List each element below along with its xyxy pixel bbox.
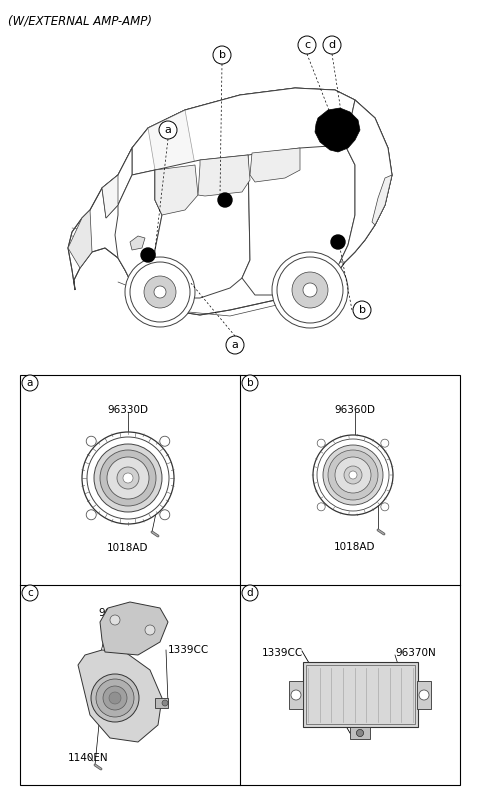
Circle shape	[109, 692, 121, 704]
Circle shape	[103, 686, 127, 710]
Circle shape	[100, 450, 156, 506]
Text: b: b	[359, 305, 365, 315]
Text: a: a	[231, 340, 239, 350]
Circle shape	[160, 436, 170, 447]
Polygon shape	[315, 108, 360, 152]
Polygon shape	[340, 100, 392, 262]
Text: a: a	[165, 125, 171, 135]
Text: c: c	[304, 40, 310, 50]
Circle shape	[86, 436, 96, 447]
Circle shape	[313, 435, 393, 515]
Polygon shape	[250, 148, 300, 182]
Circle shape	[357, 729, 363, 736]
Circle shape	[317, 503, 325, 511]
Circle shape	[419, 690, 429, 700]
Bar	[289, 681, 303, 709]
Circle shape	[381, 439, 389, 447]
Circle shape	[22, 375, 38, 391]
Text: 1018AD: 1018AD	[107, 543, 149, 553]
Polygon shape	[148, 110, 195, 170]
Polygon shape	[78, 650, 162, 742]
Circle shape	[291, 690, 301, 700]
Circle shape	[86, 509, 96, 520]
Circle shape	[213, 46, 231, 64]
Text: 1140EN: 1140EN	[68, 753, 108, 763]
Circle shape	[123, 473, 133, 483]
Text: b: b	[218, 50, 226, 60]
Circle shape	[159, 121, 177, 139]
Polygon shape	[155, 155, 250, 298]
Circle shape	[381, 503, 389, 511]
Circle shape	[317, 439, 325, 447]
Bar	[417, 681, 431, 709]
Circle shape	[292, 272, 328, 308]
Text: (W/EXTERNAL AMP-AMP): (W/EXTERNAL AMP-AMP)	[8, 14, 152, 27]
Polygon shape	[102, 175, 118, 218]
Circle shape	[160, 509, 170, 520]
Polygon shape	[198, 155, 250, 196]
Circle shape	[145, 625, 155, 635]
Circle shape	[303, 283, 317, 297]
Text: 96330D: 96330D	[108, 405, 148, 415]
Polygon shape	[68, 210, 92, 268]
Circle shape	[272, 252, 348, 328]
Circle shape	[96, 679, 134, 717]
Circle shape	[154, 286, 166, 298]
Text: 96371: 96371	[98, 608, 131, 618]
Polygon shape	[372, 175, 392, 225]
Text: c: c	[27, 588, 33, 598]
Circle shape	[331, 235, 345, 249]
Polygon shape	[102, 148, 132, 218]
Circle shape	[82, 432, 174, 524]
Bar	[306, 665, 415, 724]
Circle shape	[328, 450, 378, 500]
Text: d: d	[247, 588, 253, 598]
Bar	[303, 662, 418, 727]
Circle shape	[110, 615, 120, 625]
Text: b: b	[247, 378, 253, 388]
Circle shape	[125, 257, 195, 327]
Circle shape	[323, 36, 341, 54]
Circle shape	[117, 467, 139, 489]
Circle shape	[349, 471, 357, 479]
Text: 96360D: 96360D	[335, 405, 375, 415]
Circle shape	[94, 444, 162, 512]
Polygon shape	[130, 236, 145, 250]
Circle shape	[353, 301, 371, 319]
Circle shape	[22, 585, 38, 601]
Circle shape	[242, 375, 258, 391]
Text: 96370N: 96370N	[395, 648, 436, 658]
Circle shape	[91, 674, 139, 722]
Circle shape	[141, 248, 155, 262]
Circle shape	[226, 336, 244, 354]
Circle shape	[218, 193, 232, 207]
Circle shape	[242, 585, 258, 601]
Text: a: a	[27, 378, 33, 388]
Circle shape	[107, 457, 149, 499]
Text: 1339CC: 1339CC	[262, 648, 303, 658]
Bar	[350, 727, 370, 739]
Polygon shape	[155, 698, 168, 708]
Circle shape	[357, 729, 363, 736]
Polygon shape	[155, 165, 198, 215]
Polygon shape	[68, 88, 392, 315]
Text: d: d	[328, 40, 336, 50]
Polygon shape	[115, 170, 162, 280]
Circle shape	[344, 466, 362, 484]
Polygon shape	[100, 602, 168, 655]
Circle shape	[323, 445, 383, 505]
Polygon shape	[242, 145, 355, 295]
Bar	[20, 375, 460, 785]
Circle shape	[298, 36, 316, 54]
Text: 1018AD: 1018AD	[334, 542, 376, 552]
Text: 1339CC: 1339CC	[168, 645, 209, 655]
Polygon shape	[132, 88, 355, 175]
Circle shape	[144, 276, 176, 308]
Circle shape	[162, 700, 168, 706]
Circle shape	[335, 457, 371, 493]
